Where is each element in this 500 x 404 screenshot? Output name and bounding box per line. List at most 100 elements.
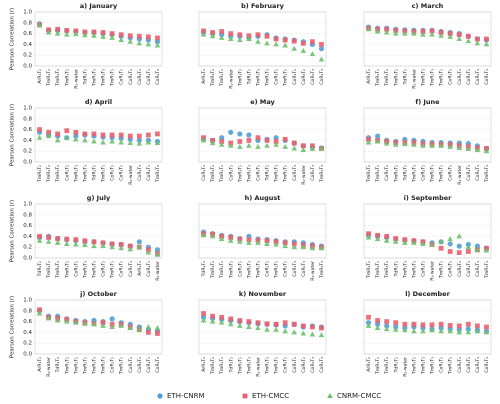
marker — [73, 129, 79, 135]
x-tick-label: CoR₂T₂ — [292, 69, 298, 85]
x-tick-label: TmR₁T₁ — [283, 165, 289, 183]
marker — [383, 29, 390, 35]
marker — [91, 131, 97, 137]
x-tick-label: TmR₁T₃ — [402, 261, 408, 279]
marker — [73, 319, 79, 325]
marker — [91, 32, 97, 38]
marker — [118, 242, 124, 247]
marker — [402, 321, 408, 327]
x-tick-label: TmR₁T₂ — [210, 69, 216, 87]
marker — [319, 325, 324, 331]
marker — [483, 247, 490, 253]
x-tick-label: TmR₁T₃ — [91, 357, 97, 375]
marker — [300, 244, 307, 250]
marker — [246, 36, 252, 41]
marker — [447, 236, 453, 242]
marker — [383, 237, 390, 243]
x-tick-label: R₁-water — [310, 261, 316, 281]
marker — [54, 239, 61, 245]
x-tick-label: CoR₂T₂ — [420, 165, 426, 181]
y-tick-label: 0.6 — [23, 127, 32, 133]
marker — [209, 233, 216, 239]
x-tick-label: TmR₂T₂ — [219, 165, 225, 183]
marker — [109, 324, 115, 329]
marker — [54, 137, 61, 143]
marker — [420, 322, 426, 328]
marker — [100, 33, 106, 39]
legend-label: ETH-CMCC — [252, 392, 289, 400]
marker — [73, 136, 79, 142]
x-tick-label: TmR₁T₃ — [420, 69, 426, 87]
x-tick-label: TmR₂T₂ — [375, 261, 381, 279]
panel: g) July 0.0 0.2 0.4 0.6 0.8 1.0 Pearson Correla… — [10, 194, 163, 281]
y-axis-label: Pearson Correlation (r) — [10, 200, 16, 262]
marker — [273, 139, 279, 144]
x-tick-label: CoR₃T₂ — [301, 357, 307, 373]
x-tick-label: R₁-water — [301, 165, 307, 185]
legend-marker — [327, 393, 333, 398]
marker — [255, 143, 261, 149]
marker — [127, 140, 134, 146]
marker — [200, 137, 207, 143]
marker — [36, 310, 43, 316]
y-tick-label: 0.8 — [23, 116, 32, 122]
marker — [465, 329, 472, 335]
marker — [136, 137, 142, 143]
marker — [429, 327, 435, 333]
marker — [154, 140, 161, 146]
series: ETH-CNRM — [36, 21, 161, 45]
x-tick-label: CoR₃T₂ — [283, 261, 289, 277]
marker — [100, 322, 106, 328]
x-tick-label: CoR₁T₂ — [64, 165, 70, 181]
marker — [37, 234, 42, 239]
marker — [282, 243, 288, 249]
marker — [82, 320, 88, 326]
marker — [237, 37, 243, 43]
marker — [429, 322, 435, 328]
x-tick-label: CoR₂T₃ — [146, 165, 152, 181]
marker — [228, 316, 234, 322]
marker — [227, 142, 234, 148]
marker — [273, 141, 279, 147]
marker — [64, 236, 70, 242]
x-tick-label: TmR₁T₁ — [119, 357, 125, 375]
y-axis-label: Pearson Correlation (r) — [10, 104, 16, 166]
y-tick-label: 1.0 — [23, 298, 32, 304]
x-tick-label: TmR₃T₂ — [55, 165, 61, 183]
marker — [91, 243, 97, 249]
marker — [227, 237, 234, 243]
x-tick-label: CoR₁T₃ — [128, 261, 134, 277]
marker — [383, 326, 390, 332]
panel-title: i) September — [404, 194, 453, 202]
marker — [282, 136, 288, 142]
marker — [438, 238, 444, 244]
marker — [309, 324, 315, 330]
x-tick-label: CoR₁T₂ — [73, 261, 79, 277]
marker — [136, 33, 142, 39]
marker — [429, 31, 435, 37]
x-tick-label: TmR₂T₂ — [73, 357, 79, 375]
marker — [127, 246, 134, 252]
marker — [420, 29, 426, 34]
marker — [456, 36, 463, 41]
marker — [100, 240, 106, 246]
marker — [447, 143, 453, 149]
marker — [45, 133, 52, 139]
marker — [246, 324, 252, 329]
x-tick-label: TmR₁T₃ — [246, 261, 252, 279]
marker — [36, 237, 43, 243]
marker — [402, 30, 408, 36]
marker — [200, 314, 207, 320]
plot-frame — [34, 299, 163, 355]
x-tick-label: CoR₃T₂ — [255, 165, 261, 181]
x-tick-label: TmR₁T₂ — [366, 261, 372, 279]
x-tick-label: CoR₃T₂ — [137, 357, 143, 373]
marker — [300, 143, 306, 149]
x-tick-label: CoR₃T₂ — [137, 69, 143, 85]
plot-frame — [34, 107, 163, 163]
marker — [282, 240, 288, 246]
marker — [384, 26, 390, 32]
marker — [365, 234, 372, 240]
x-tick-label: CoR₂T₃ — [155, 357, 161, 373]
